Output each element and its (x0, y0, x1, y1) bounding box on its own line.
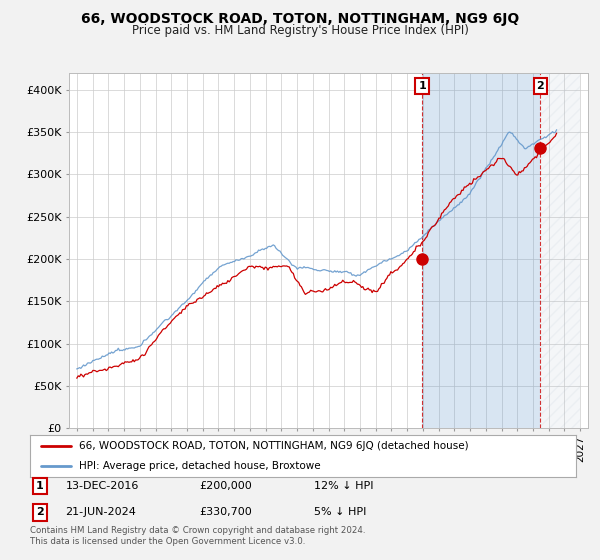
Text: 5% ↓ HPI: 5% ↓ HPI (314, 507, 366, 517)
Text: Price paid vs. HM Land Registry's House Price Index (HPI): Price paid vs. HM Land Registry's House … (131, 24, 469, 36)
Text: 1: 1 (418, 81, 426, 91)
Text: 21-JUN-2024: 21-JUN-2024 (65, 507, 136, 517)
Text: 2: 2 (36, 507, 44, 517)
Text: Contains HM Land Registry data © Crown copyright and database right 2024.
This d: Contains HM Land Registry data © Crown c… (30, 526, 365, 546)
Text: 66, WOODSTOCK ROAD, TOTON, NOTTINGHAM, NG9 6JQ (detached house): 66, WOODSTOCK ROAD, TOTON, NOTTINGHAM, N… (79, 441, 469, 451)
Text: 2: 2 (536, 81, 544, 91)
Bar (541, 73, 580, 428)
Text: 66, WOODSTOCK ROAD, TOTON, NOTTINGHAM, NG9 6JQ: 66, WOODSTOCK ROAD, TOTON, NOTTINGHAM, N… (81, 12, 519, 26)
Text: 12% ↓ HPI: 12% ↓ HPI (314, 481, 373, 491)
Text: 13-DEC-2016: 13-DEC-2016 (65, 481, 139, 491)
Text: £200,000: £200,000 (199, 481, 252, 491)
Text: £330,700: £330,700 (199, 507, 252, 517)
Text: 1: 1 (36, 481, 44, 491)
Bar (422, 73, 541, 428)
Text: HPI: Average price, detached house, Broxtowe: HPI: Average price, detached house, Brox… (79, 461, 321, 471)
